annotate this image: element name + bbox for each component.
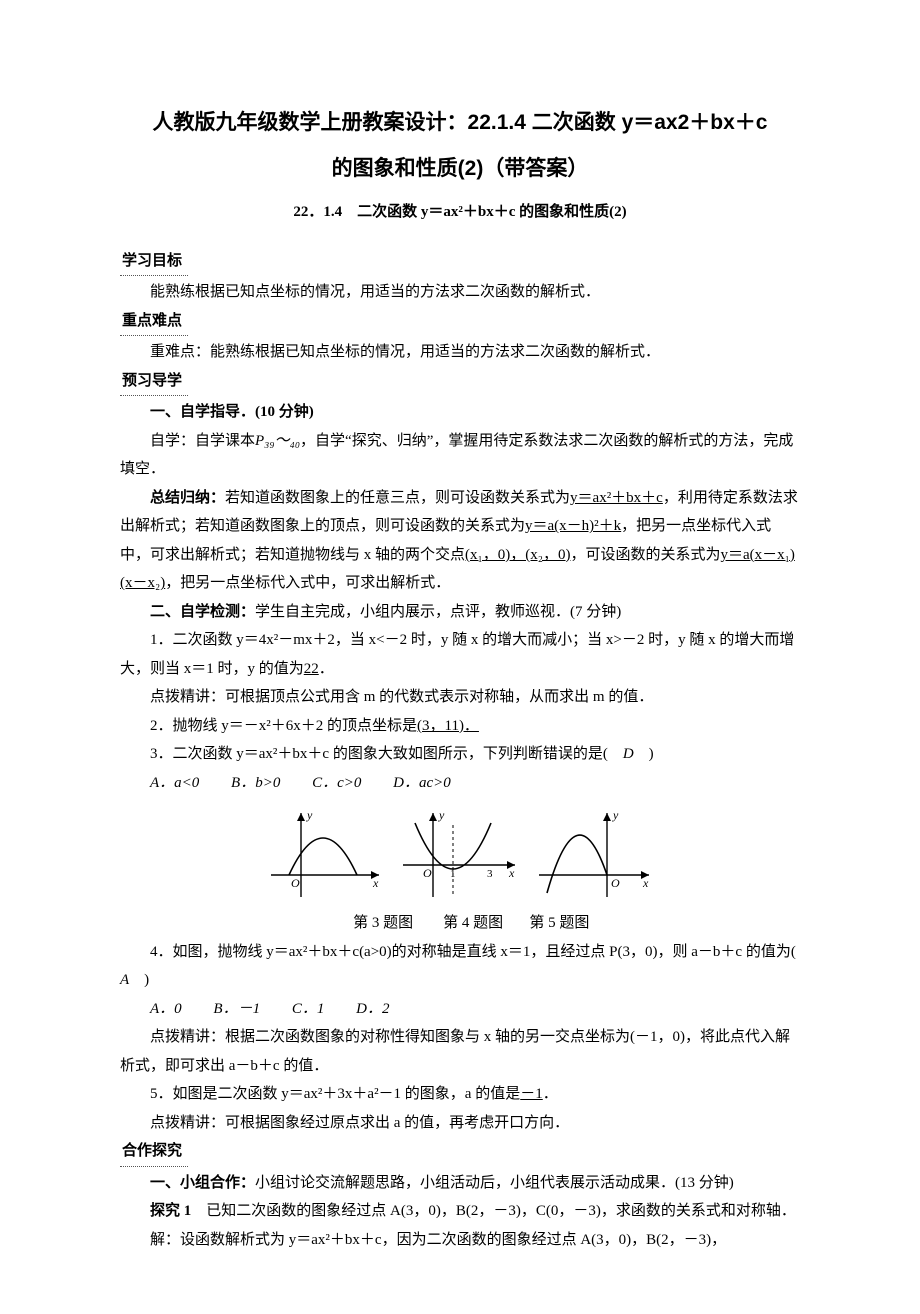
- tag-preview: 预习导学: [120, 367, 188, 397]
- q5: 5．如图是二次函数 y＝ax²＋3x＋a²－1 的图象，a 的值是－1．: [120, 1080, 800, 1109]
- q5-text: 5．如图是二次函数 y＝ax²＋3x＋a²－1 的图象，a 的值是: [150, 1086, 520, 1102]
- svg-text:O: O: [611, 876, 620, 890]
- q5-tail: ．: [543, 1086, 558, 1102]
- sum-d: ，可设函数的关系式为: [570, 547, 720, 563]
- fig-cap-5: 第 5 题图: [529, 915, 589, 931]
- svg-text:y: y: [612, 808, 619, 822]
- section2-title-line: 二、自学检测：学生自主完成，小组内展示，点评，教师巡视．(7 分钟): [120, 598, 800, 627]
- q1-text: 1．二次函数 y＝4x²－mx＋2，当 x<－2 时，y 随 x 的增大而减小；…: [120, 632, 794, 677]
- explore1-solution: 解：设函数解析式为 y＝ax²＋bx＋c，因为二次函数的图象经过点 A(3，0)…: [120, 1226, 800, 1255]
- figures-row: O x y O 1 3 x y O x y: [120, 805, 800, 905]
- explore1-label: 探究 1: [150, 1203, 191, 1219]
- explore1-text: 已知二次函数的图象经过点 A(3，0)，B(2，－3)，C(0，－3)，求函数的…: [191, 1203, 796, 1219]
- q4-opt-a: A．0: [150, 1001, 182, 1017]
- q3-options: A．a<0 B．b>0 C．c>0 D．ac>0: [120, 769, 800, 798]
- sum-u3: (x₁，0)，(x₂，0): [465, 547, 570, 563]
- q4-options: A．0 B．－1 C．1 D．2: [120, 995, 800, 1024]
- q1-tail: ．: [319, 661, 334, 677]
- q2-answer: (3，11)．: [417, 718, 479, 734]
- fig-cap-3: 第 3 题图: [353, 915, 413, 931]
- sec1-p1a: 自学：自学课本: [150, 433, 255, 449]
- svg-text:1: 1: [450, 868, 456, 880]
- q4-tail: ): [129, 972, 149, 988]
- q4-hint: 点拨精讲：根据二次函数图象的对称性得知图象与 x 轴的另一交点坐标为(－1，0)…: [120, 1023, 800, 1080]
- svg-text:3: 3: [487, 868, 493, 880]
- tag-difficulty: 重点难点: [120, 307, 188, 337]
- q1-hint: 点拨精讲：可根据顶点公式用含 m 的代数式表示对称轴，从而求出 m 的值．: [120, 683, 800, 712]
- q5-hint: 点拨精讲：可根据图象经过原点求出 a 的值，再考虑开口方向．: [120, 1109, 800, 1138]
- q3-answer: D: [623, 746, 634, 762]
- subtitle: 22．1.4 二次函数 y＝ax²＋bx＋c 的图象和性质(2): [120, 198, 800, 227]
- q4-answer: A: [120, 972, 129, 988]
- svg-text:x: x: [372, 876, 379, 890]
- tag-cooperate: 合作探究: [120, 1137, 188, 1167]
- section1-p1: 自学：自学课本P₃₉～₄₀，自学“探究、归纳”，掌握用待定系数法求二次函数的解析…: [120, 427, 800, 484]
- q4-opt-c: C．1: [292, 1001, 325, 1017]
- q3-text: 3．二次函数 y＝ax²＋bx＋c 的图象大致如图所示，下列判断错误的是(: [150, 746, 623, 762]
- q3-tail: ): [634, 746, 654, 762]
- q4-opt-b: B．－1: [213, 1001, 260, 1017]
- summary-block: 总结归纳：若知道函数图象上的任意三点，则可设函数关系式为y＝ax²＋bx＋c，利…: [120, 484, 800, 598]
- svg-text:x: x: [642, 876, 649, 890]
- coop1-title: 一、小组合作：: [150, 1175, 255, 1191]
- q1-answer: 22: [304, 661, 319, 677]
- svg-text:y: y: [438, 808, 445, 822]
- tag-study-goal: 学习目标: [120, 247, 188, 277]
- section2-tail: 学生自主完成，小组内展示，点评，教师巡视．(7 分钟): [255, 604, 621, 620]
- q5-answer: －1: [520, 1086, 543, 1102]
- page-title-line2: 的图象和性质(2)（带答案）: [120, 146, 800, 192]
- q3-opt-c: C．c>0: [312, 775, 361, 791]
- q4: 4．如图，抛物线 y＝ax²＋bx＋c(a>0)的对称轴是直线 x＝1，且经过点…: [120, 938, 800, 995]
- q4-opt-d: D．2: [356, 1001, 389, 1017]
- coop1-tail: 小组讨论交流解题思路，小组活动后，小组代表展示活动成果．(13 分钟): [255, 1175, 734, 1191]
- figure-q5: O x y: [529, 805, 659, 905]
- svg-text:O: O: [423, 866, 432, 880]
- section1-title-text: 一、自学指导．(10 分钟): [150, 404, 314, 420]
- sum-u1: y＝ax²＋bx＋c: [570, 490, 663, 506]
- figure-q4: O 1 3 x y: [395, 805, 525, 905]
- coop1-line: 一、小组合作：小组讨论交流解题思路，小组活动后，小组代表展示活动成果．(13 分…: [120, 1169, 800, 1198]
- svg-text:y: y: [306, 808, 313, 822]
- goal-text: 能熟练根据已知点坐标的情况，用适当的方法求二次函数的解析式．: [120, 278, 800, 307]
- difficulty-text: 重难点：能熟练根据已知点坐标的情况，用适当的方法求二次函数的解析式．: [120, 338, 800, 367]
- figure-q3: O x y: [261, 805, 391, 905]
- figure-captions: 第 3 题图 第 4 题图 第 5 题图: [120, 909, 800, 938]
- q4-text: 4．如图，抛物线 y＝ax²＋bx＋c(a>0)的对称轴是直线 x＝1，且经过点…: [150, 944, 811, 960]
- page-title-line1: 人教版九年级数学上册教案设计：22.1.4 二次函数 y＝ax2＋bx＋c: [120, 100, 800, 146]
- q3: 3．二次函数 y＝ax²＋bx＋c 的图象大致如图所示，下列判断错误的是( D …: [120, 740, 800, 769]
- sum-e: ，把另一点坐标代入式中，可求出解析式．: [165, 575, 450, 591]
- q2-text: 2．抛物线 y＝－x²＋6x＋2 的顶点坐标是: [150, 718, 417, 734]
- q3-opt-d: D．ac>0: [393, 775, 451, 791]
- q1: 1．二次函数 y＝4x²－mx＋2，当 x<－2 时，y 随 x 的增大而减小；…: [120, 626, 800, 683]
- q2: 2．抛物线 y＝－x²＋6x＋2 的顶点坐标是(3，11)．: [120, 712, 800, 741]
- fig-cap-4: 第 4 题图: [443, 915, 503, 931]
- sum-a: 若知道函数图象上的任意三点，则可设函数关系式为: [225, 490, 570, 506]
- section2-title: 二、自学检测：: [150, 604, 255, 620]
- svg-text:x: x: [508, 866, 515, 880]
- sum-u2: y＝a(x－h)²＋k: [525, 518, 621, 534]
- summary-label: 总结归纳：: [150, 490, 225, 506]
- section1-title: 一、自学指导．(10 分钟): [120, 398, 800, 427]
- svg-text:O: O: [291, 876, 300, 890]
- explore1: 探究 1 已知二次函数的图象经过点 A(3，0)，B(2，－3)，C(0，－3)…: [120, 1197, 800, 1226]
- sec1-page-ref: P₃₉～₄₀: [255, 433, 300, 449]
- q3-opt-b: B．b>0: [231, 775, 280, 791]
- q3-opt-a: A．a<0: [150, 775, 199, 791]
